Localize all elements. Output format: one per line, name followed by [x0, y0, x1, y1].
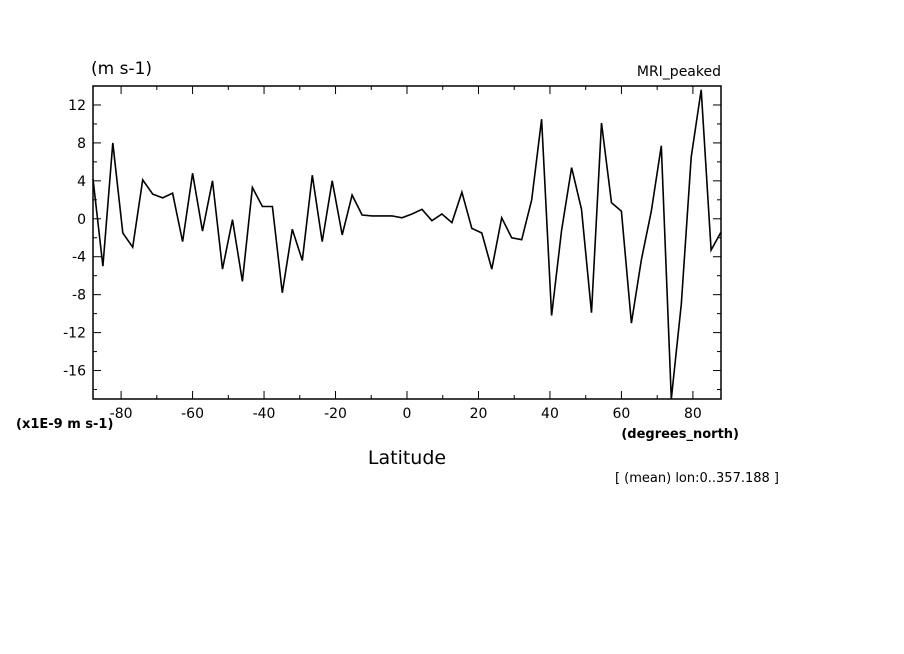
- x-tick-label: -40: [253, 406, 276, 422]
- y-tick-label: 12: [68, 98, 86, 114]
- y-tick-label: 8: [77, 136, 86, 152]
- y-tick-label: 4: [77, 174, 86, 190]
- series-line: [92, 89, 722, 400]
- plot-frame: [92, 85, 722, 400]
- x-tick-label: 0: [403, 406, 412, 422]
- x-tick-label: -60: [181, 406, 204, 422]
- x-tick-label: 40: [541, 406, 559, 422]
- x-tick-label: -20: [324, 406, 347, 422]
- units-label: (m s-1): [91, 59, 152, 79]
- x-tick-label: 80: [684, 406, 702, 422]
- x-axis-label: Latitude: [368, 447, 446, 469]
- y-tick-label: -4: [72, 250, 86, 266]
- x-tick-label: 20: [470, 406, 488, 422]
- x-axis: -80 -60 -40 -20 0 20 40 60 80: [110, 86, 702, 422]
- y-tick-label: 0: [77, 212, 86, 228]
- scale-label: (x1E-9 m s-1): [16, 417, 113, 432]
- chart-title: MRI_peaked: [637, 64, 721, 80]
- y-tick-label: -16: [63, 364, 86, 380]
- footer-note: [ (mean) lon:0..357.188 ]: [615, 471, 779, 486]
- y-axis: 12 8 4 0 -4 -8 -12 -16: [63, 85, 721, 391]
- x-tick-label: -80: [110, 406, 133, 422]
- x-units-label: (degrees_north): [621, 427, 739, 442]
- y-tick-label: -12: [63, 326, 86, 342]
- x-tick-label: 60: [613, 406, 631, 422]
- y-tick-label: -8: [72, 288, 86, 304]
